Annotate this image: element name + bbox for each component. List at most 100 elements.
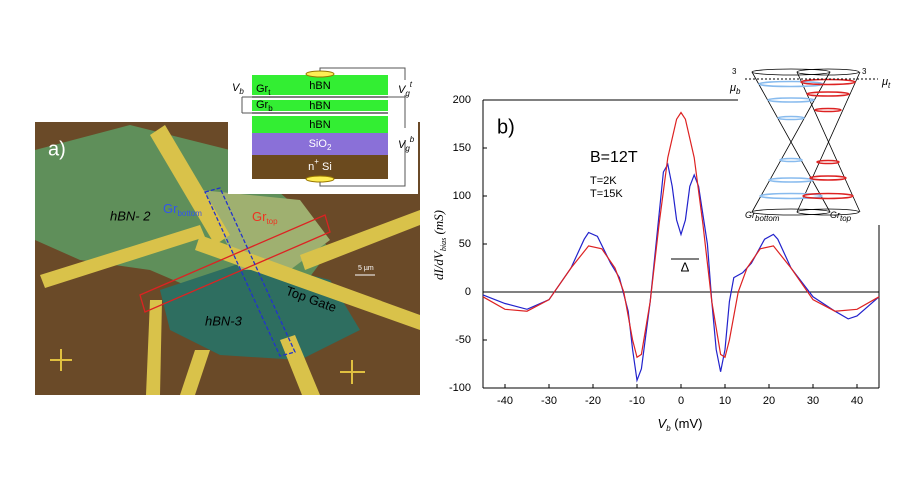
y-tick-label: 100	[453, 190, 471, 202]
text-sub: b	[239, 87, 244, 96]
layer-label: hBN	[309, 80, 330, 92]
gr-top-outline	[139, 214, 331, 313]
text-sub: b	[666, 424, 671, 433]
text-base: Gr	[252, 209, 267, 224]
text-sub: b	[736, 87, 741, 96]
gr-bottom-label: Grbottom	[745, 210, 780, 223]
text-unit: (mV)	[671, 416, 703, 431]
layer	[252, 100, 388, 111]
x-axis-label: Vb (mV)	[658, 416, 703, 433]
text-unit: (mS)	[431, 210, 446, 238]
x-tick-label: -30	[541, 395, 557, 407]
y-axis-label: dI/dVbias (mS)	[431, 210, 448, 280]
text-base: μ	[729, 82, 736, 94]
text-sub: bias	[439, 238, 448, 251]
layer	[252, 116, 388, 133]
lead	[280, 335, 320, 395]
text-base: μ	[881, 76, 888, 88]
gr-bottom-outline	[204, 187, 296, 357]
x-tick-label: -10	[629, 395, 645, 407]
lead	[180, 350, 210, 395]
gap-label: Δ	[681, 259, 690, 274]
text-sup: b	[410, 135, 415, 144]
vb-label: Vb	[232, 82, 244, 96]
mu-b-label: μb	[729, 82, 741, 96]
gr-top-label: Grtop	[830, 210, 852, 223]
text-sub: g	[405, 144, 410, 153]
text-sub: t	[268, 88, 271, 97]
text-sub: bottom	[177, 209, 202, 218]
layer-label: n+ Si	[308, 157, 332, 173]
text-sub: top	[266, 217, 278, 226]
scale-label: 5 µm	[358, 265, 374, 272]
gr-bottom-label: Grbottom	[163, 201, 202, 218]
inset: 3 3 μb μt Grbottom Grtop	[729, 60, 891, 225]
text-base: Gr	[256, 99, 269, 111]
electrode	[305, 175, 335, 183]
lead	[150, 125, 230, 245]
text-base: V	[232, 82, 241, 94]
top-gate	[195, 235, 420, 330]
lead	[300, 210, 420, 270]
text-base: SiO	[309, 138, 328, 150]
mu-t-label: μt	[881, 76, 891, 90]
text-base: Gr	[830, 210, 841, 220]
cones	[751, 68, 861, 216]
y-tick-label: 0	[465, 286, 471, 298]
inset-tick: 3	[732, 67, 737, 76]
text-sub: top	[840, 214, 852, 223]
lead	[40, 225, 205, 288]
gr-top-label: Grtop	[252, 209, 278, 226]
text-base: V	[398, 84, 407, 96]
text-base: Gr	[745, 210, 756, 220]
wiring	[241, 67, 406, 187]
x-tick-label: -40	[497, 395, 513, 407]
panel-label: b)	[497, 116, 515, 138]
gr-b-label: Grb	[256, 99, 273, 113]
text-sub: g	[405, 89, 410, 98]
x-tick-label: 40	[851, 395, 863, 407]
x-tick-label: 0	[678, 395, 684, 407]
layer	[252, 155, 388, 179]
text-sub: t	[888, 81, 891, 90]
layer-label: hBN	[309, 119, 330, 131]
electrode	[305, 70, 335, 78]
series-line	[482, 162, 880, 383]
text-base: n	[308, 161, 314, 173]
text-base: dI/dV	[431, 249, 446, 280]
gr-t-label: Grt	[256, 83, 271, 97]
text-base: V	[398, 139, 407, 151]
text-sup: +	[314, 157, 319, 166]
hbn2-label: hBN- 2	[110, 208, 151, 223]
x-tick-label: 20	[763, 395, 775, 407]
annotation: B=12T	[590, 149, 638, 166]
stack-schematic: hBN hBN hBN SiO2 n+ Si Grt Grb Vb Vgt Vg…	[228, 66, 418, 194]
layer-label: SiO2	[309, 138, 332, 152]
text-sub: 2	[327, 143, 332, 152]
text-sub: b	[268, 104, 273, 113]
y-tick-label: -50	[455, 334, 471, 346]
layer	[252, 133, 388, 155]
vgb-label: Vgb	[398, 135, 415, 153]
text-sub: bottom	[755, 214, 780, 223]
markers	[50, 349, 365, 384]
y-tick-label: -100	[449, 382, 471, 394]
vgt-label: Vgt	[398, 80, 413, 98]
x-tick-label: -20	[585, 395, 601, 407]
y-tick-label: 50	[459, 238, 471, 250]
layer-label: hBN	[309, 100, 330, 112]
layer	[252, 75, 388, 95]
text-base: V	[658, 416, 668, 431]
panel-label: a)	[48, 138, 66, 160]
text-base: Gr	[256, 83, 269, 95]
text-rest: Si	[319, 161, 332, 173]
y-tick-label: 150	[453, 142, 471, 154]
hbn3-label: hBN-3	[205, 313, 243, 328]
series-line	[482, 111, 880, 359]
text-base: Gr	[163, 201, 178, 216]
legend-entry: T=15K	[590, 188, 623, 200]
legend-entry: T=2K	[590, 175, 617, 187]
lead	[146, 300, 162, 395]
